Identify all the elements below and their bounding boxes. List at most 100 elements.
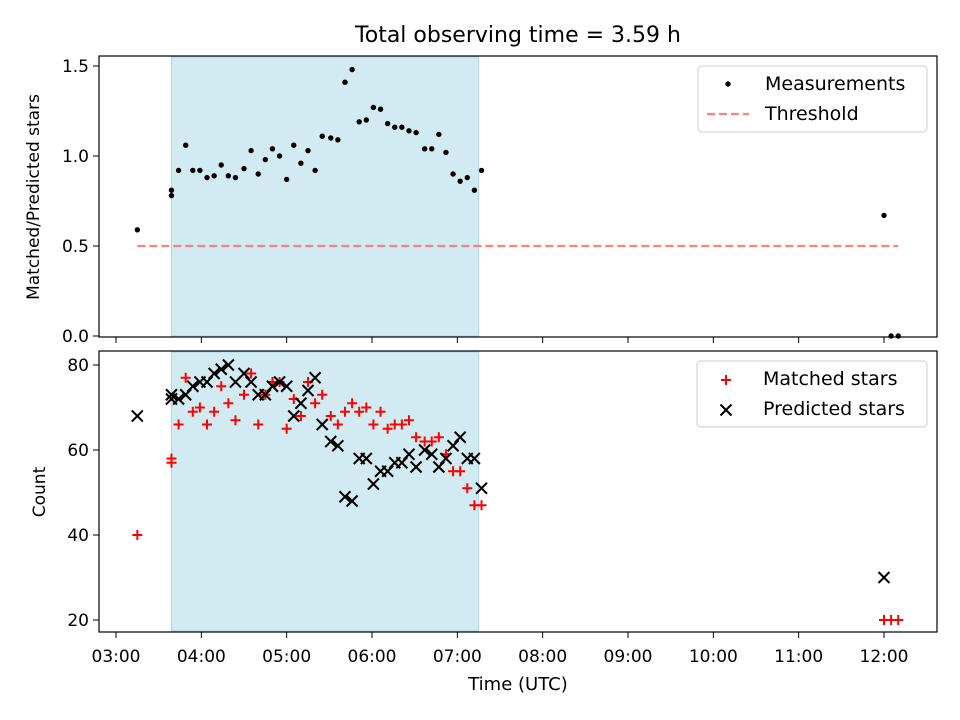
count-y-tick-label: 40 — [67, 526, 89, 546]
matched-star-point — [332, 419, 343, 430]
x-tick-label: 04:00 — [177, 647, 226, 667]
matched-star-point — [403, 415, 414, 426]
measurement-point — [335, 137, 341, 143]
measurement-point — [471, 187, 478, 193]
x-tick-label: 03:00 — [92, 647, 141, 667]
matched-star-point — [396, 419, 407, 430]
predicted-star-point — [172, 392, 185, 406]
predicted-star-point — [131, 409, 144, 423]
predicted-star-point — [215, 363, 228, 376]
measurement-point — [406, 128, 412, 134]
matched-star-point — [187, 406, 198, 417]
predicted-star-point — [439, 452, 453, 465]
measurement-point — [342, 79, 348, 85]
predicted-star-point — [418, 443, 431, 457]
predicted-star-point — [331, 439, 345, 452]
matched-star-point — [246, 368, 257, 379]
matched-star-point — [239, 389, 249, 400]
predicted-star-point — [468, 452, 481, 465]
measurement-point — [255, 171, 261, 177]
measurement-point — [413, 129, 419, 136]
x-tick-label: 06:00 — [348, 647, 397, 667]
x-tick-label: 07:00 — [433, 647, 482, 667]
measurement-point — [478, 167, 485, 174]
x-tick-label: 11:00 — [774, 647, 823, 667]
measurement-point — [319, 133, 325, 139]
matched-star-point — [347, 398, 358, 409]
predicted-star-point — [186, 380, 200, 393]
matched-star-point — [173, 419, 184, 430]
matched-star-point — [180, 372, 191, 383]
measurement-point — [370, 104, 377, 111]
matched-star-point — [166, 457, 177, 468]
measurement-point — [134, 227, 141, 233]
measurement-point — [888, 333, 894, 339]
count-y-tick-label: 20 — [67, 611, 89, 631]
measurement-point — [464, 174, 470, 181]
matched-star-point — [223, 398, 234, 409]
ratio-legend-box — [697, 65, 928, 133]
matched-star-point — [230, 415, 241, 426]
measurement-point — [305, 147, 311, 154]
matched-star-point — [455, 466, 466, 477]
predicted-star-point — [338, 490, 352, 503]
matched-star-point — [368, 419, 379, 430]
measurement-point — [421, 146, 428, 152]
measurement-point — [450, 171, 456, 177]
measurement-point — [211, 173, 217, 179]
predicted-star-point — [409, 460, 423, 474]
ratio-plot-frame — [98, 55, 938, 338]
matched-star-point — [893, 615, 904, 625]
count-y-tick-label: 60 — [67, 441, 89, 461]
predicted-star-point — [287, 409, 300, 423]
matched-star-point — [354, 406, 365, 417]
predicted-star-point — [360, 452, 373, 465]
chart-title: Total observing time = 3.59 h — [354, 23, 681, 48]
measurement-point — [881, 212, 887, 219]
matched-star-point — [462, 483, 473, 494]
measurement-point — [328, 135, 334, 141]
count-panel: 03:00 04:00 05:00 06:00 07:00 08:00 09:00 10:00… — [30, 350, 938, 695]
measurement-point — [392, 124, 398, 130]
threshold-legend-label: Threshold — [764, 103, 859, 125]
x-tick-label: 09:00 — [604, 647, 653, 667]
x-axis-label: Time (UTC) — [467, 674, 568, 695]
matched-star-point — [202, 419, 213, 430]
ratio-y-tick-label: 0.5 — [62, 237, 89, 257]
matched-star-point — [216, 381, 227, 392]
predicted-star-point — [294, 397, 308, 410]
measurement-point — [262, 156, 269, 163]
predicted-star-point — [324, 435, 337, 448]
measurement-point — [168, 187, 175, 193]
matched-star-point — [209, 406, 220, 417]
measurement-point — [241, 165, 247, 172]
measurement-point — [248, 147, 254, 154]
ratio-panel: 0.0 0.5 1.0 1.5 Matched/Predicted stars Mea… — [24, 55, 938, 347]
x-tick-label: 12:00 — [860, 647, 909, 667]
matched-star-point — [295, 411, 306, 421]
predicted-star-point — [402, 448, 416, 461]
x-tick-label: 10:00 — [689, 647, 738, 667]
count-y-tick-label: 80 — [67, 356, 89, 376]
predicted-star-point — [301, 384, 315, 397]
matched-star-point — [375, 406, 386, 417]
count-y-axis-label: Count — [30, 466, 50, 517]
predicted-legend-label: Predicted stars — [763, 398, 905, 420]
x-tick-label: 05:00 — [262, 647, 311, 667]
matched-star-point — [132, 530, 143, 540]
matched-star-point — [426, 436, 437, 447]
ratio-y-axis-label: Matched/Predicted stars — [24, 94, 44, 300]
measurement-point — [197, 167, 203, 174]
measurement-point — [457, 178, 463, 184]
predicted-star-point — [877, 571, 891, 584]
matched-star-point — [281, 423, 292, 434]
measurement-point — [356, 119, 362, 125]
predicted-star-point — [308, 371, 322, 384]
predicted-star-point — [345, 494, 359, 508]
predicted-star-point — [316, 418, 329, 431]
measurement-point — [349, 66, 355, 73]
ratio-legend: Measurements Threshold — [697, 65, 928, 133]
measurement-point — [225, 173, 232, 179]
measurement-point — [168, 192, 175, 199]
